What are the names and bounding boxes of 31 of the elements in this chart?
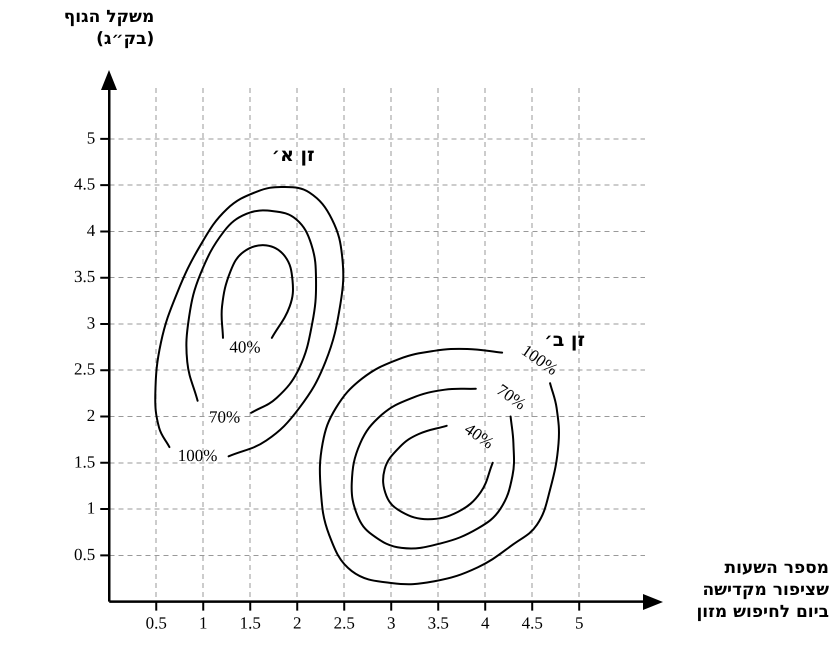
series-label: 40%: [229, 337, 261, 356]
x-tick-label: 3.5: [428, 613, 449, 632]
x-tick-label: 4.5: [522, 613, 543, 632]
x-tick-label: 2: [292, 613, 302, 632]
line-series: [220, 244, 294, 339]
y-tick-label: 3.5: [74, 267, 96, 286]
y-tick-label: 4.5: [74, 174, 96, 194]
series-label: 70%: [209, 407, 240, 426]
x-tick-label: 0.5: [146, 613, 167, 632]
y-axis-title: משקל הגוף (בק״ג): [64, 6, 154, 50]
annotation: זן א׳: [272, 144, 315, 166]
y-tick-label: 1.5: [74, 452, 96, 472]
text: 70%: [493, 380, 530, 414]
line-series: [318, 348, 560, 586]
y-tick-label: 3: [86, 313, 96, 332]
x-tick-label: 5: [574, 613, 584, 632]
x-tick-label: 1: [198, 613, 208, 632]
y-tick-label: 1: [86, 498, 96, 518]
x-axis-title: מספר השעות שציפור מקדישה ביום לחיפוש מזון: [696, 556, 829, 623]
annotation: זן ב׳: [544, 329, 586, 352]
x-tick-label: 2.5: [334, 613, 355, 632]
series-label: 100%: [178, 446, 218, 465]
y-tick-label: 0.5: [74, 544, 96, 564]
y-tick-label: 4: [86, 220, 96, 240]
x-tick-label: 4: [480, 613, 490, 632]
y-tick-label: 2.5: [74, 360, 96, 379]
text: 40%: [461, 419, 498, 453]
x-tick-label: 3: [386, 613, 396, 632]
y-tick-label: 5: [86, 128, 96, 148]
y-tick-label: 2: [86, 406, 96, 425]
x-tick-label: 1.5: [240, 613, 261, 632]
